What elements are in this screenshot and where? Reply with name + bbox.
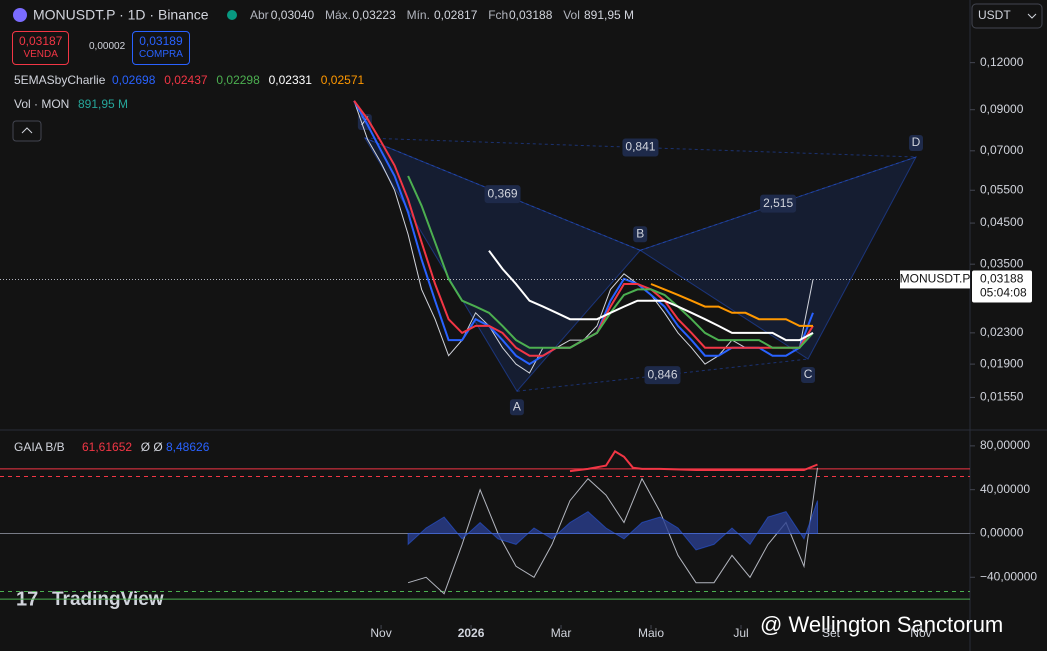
osc-value: Ø [141, 440, 150, 454]
x-tick-label: Mar [551, 626, 572, 640]
symbol: MONUSDT.P · 1D · Binance [33, 7, 209, 23]
pattern-point-box [633, 226, 648, 243]
pattern-point-box [801, 367, 816, 384]
ratio-label: 0,846 [647, 367, 677, 381]
author: @ Wellington Sanctorum [760, 612, 1003, 637]
collapse-icon [21, 127, 33, 134]
ohlc-value: 891,95 M [584, 8, 634, 22]
currency-button[interactable] [971, 3, 1043, 29]
buy-label: COMPRA [139, 49, 183, 60]
y-tick-label: 40,00000 [980, 482, 1030, 496]
symbol-tag-label: MONUSDT.P [900, 272, 971, 286]
ratio-box [622, 138, 659, 157]
pattern-point-box [509, 399, 524, 416]
ema-value: 0,02437 [164, 73, 208, 87]
osc-value: Ø [153, 440, 162, 454]
buy-button[interactable]: 0,03189 COMPRA [132, 31, 190, 65]
y-tick-label: 0,01900 [980, 356, 1024, 370]
osc-value: 8,48626 [166, 440, 210, 454]
y-tick-label: 0,05500 [980, 182, 1024, 196]
countdown: 05:04:08 [980, 286, 1027, 300]
ohlc-label: Vol [563, 8, 580, 22]
upper-band-line [569, 450, 818, 473]
pattern-point-label: A [513, 399, 521, 413]
pattern-ratio-line [364, 137, 917, 158]
ratio-box [760, 194, 797, 213]
y-tick-label: 0,01550 [980, 390, 1024, 404]
pattern-point-label: B [636, 226, 644, 240]
ema-line [488, 250, 814, 342]
oscillator-line [407, 467, 818, 595]
ema-line [650, 283, 813, 327]
price-tag-label: 0,03188 [980, 272, 1024, 286]
x-tick-label: Jul [733, 626, 748, 640]
vol-value: 891,95 M [78, 97, 128, 111]
osc-value: 61,61652 [82, 440, 132, 454]
buy-price: 0,03189 [139, 34, 183, 48]
pattern-ratio-line [364, 137, 641, 251]
ohlc-label: Abr [250, 8, 269, 22]
y-tick-label: 0,07000 [980, 143, 1024, 157]
y-tick-label: 0,04500 [980, 215, 1024, 229]
pattern-point-label: D [912, 135, 921, 149]
symbol-icon [13, 8, 27, 22]
ratio-box [644, 366, 681, 385]
y-tick-label: 0,03500 [980, 256, 1024, 270]
ema-value: 0,02571 [321, 73, 365, 87]
ema-legend: 5EMASbyCharlie [14, 73, 106, 87]
ema-value: 0,02331 [269, 73, 313, 87]
status-dot [227, 10, 237, 20]
pattern-point-box [909, 134, 924, 151]
x-tick-label: Set [822, 626, 841, 640]
x-tick-label: Nov [910, 626, 931, 640]
collapse-button[interactable] [12, 120, 42, 142]
ohlc-value: 0,03188 [509, 8, 553, 22]
y-tick-label: 0,09000 [980, 102, 1024, 116]
histogram-area [407, 500, 818, 551]
ema-value: 0,02298 [216, 73, 260, 87]
ratio-box [484, 185, 521, 204]
ratio-label: 2,515 [763, 196, 793, 210]
pattern-point-label: C [804, 367, 813, 381]
ohlc-label: Fch [488, 8, 508, 22]
currency: USDT [978, 8, 1011, 22]
y-tick-label: 0,12000 [980, 55, 1024, 69]
symbol-tag [900, 270, 970, 289]
ohlc-value: 0,02817 [434, 8, 478, 22]
y-tick-label: 0,00000 [980, 526, 1024, 540]
y-tick-label: −40,00000 [980, 569, 1037, 583]
spread: 0,00002 [89, 41, 126, 52]
vol-legend: Vol · MON [14, 97, 69, 111]
x-tick-label: 2026 [458, 626, 485, 640]
ohlc-value: 0,03223 [352, 8, 396, 22]
ohlc-value: 0,03040 [271, 8, 315, 22]
sell-price: 0,03187 [19, 34, 63, 48]
ratio-label: 0,369 [488, 186, 518, 200]
sell-button[interactable]: 0,03187 VENDA [12, 31, 70, 65]
osc-name: GAIA B/B [14, 440, 65, 454]
ohlc-label: Máx. [325, 8, 351, 22]
y-tick-label: 0,02300 [980, 325, 1024, 339]
y-tick-label: 80,00000 [980, 438, 1030, 452]
currency-caret [1027, 13, 1037, 19]
x-tick-label: Nov [370, 626, 391, 640]
ohlc-label: Mín. [407, 8, 430, 22]
price-tag [972, 270, 1032, 303]
x-tick-label: Maio [638, 626, 664, 640]
sell-label: VENDA [23, 49, 58, 60]
ratio-label: 0,841 [625, 140, 655, 154]
ema-value: 0,02698 [112, 73, 156, 87]
